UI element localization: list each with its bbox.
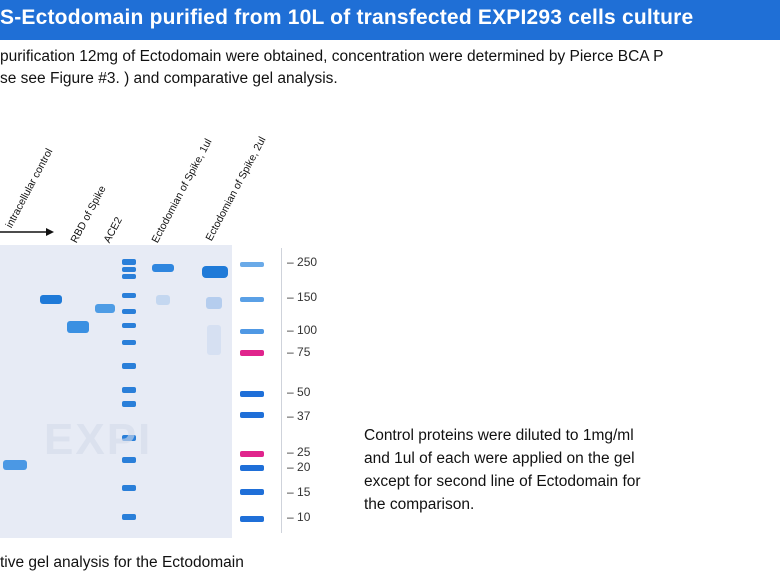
lane-label-intracellular-control: intracellular control <box>3 146 56 230</box>
intro-paragraph: purification 12mg of Ectodomain were obt… <box>0 46 780 90</box>
intro-line-1: purification 12mg of Ectodomain were obt… <box>0 48 664 65</box>
intro-line-2: se see Figure #3. ) and comparative gel … <box>0 70 338 87</box>
arrow-icon <box>0 228 54 236</box>
note-line-2: and 1ul of each were applied on the gel <box>364 450 635 467</box>
slide-title: S-Ectodomain purified from 10L of transf… <box>0 6 694 29</box>
lane-label-ectodomain-2ul: Ectodomian of Spike, 2ul <box>203 134 269 243</box>
mw-label-150: – 150 <box>287 290 318 304</box>
marker-scale-line <box>281 248 282 533</box>
control-note: Control proteins were diluted to 1mg/ml … <box>364 424 641 516</box>
mw-label-50: – 50 <box>287 385 311 399</box>
figure-caption: tive gel analysis for the Ectodomain <box>0 554 244 571</box>
mw-label-25: – 25 <box>287 445 311 459</box>
mw-label-37: – 37 <box>287 409 311 423</box>
mw-label-10: – 10 <box>287 510 311 524</box>
reference-ladder <box>236 245 280 538</box>
mw-label-250: – 250 <box>287 255 318 269</box>
note-line-4: the comparison. <box>364 496 475 513</box>
title-bar: S-Ectodomain purified from 10L of transf… <box>0 0 780 40</box>
note-line-1: Control proteins were diluted to 1mg/ml <box>364 427 634 444</box>
mw-label-75: – 75 <box>287 345 311 359</box>
mw-label-20: – 20 <box>287 460 311 474</box>
gel-watermark: EXPI <box>44 415 153 464</box>
lane-label-ace2: ACE2 <box>101 215 125 245</box>
gel-image: EXPI <box>0 245 232 538</box>
lane-label-ectodomain-1ul: Ectodomian of Spike, 1ul <box>149 136 215 245</box>
mw-label-100: – 100 <box>287 323 318 337</box>
note-line-3: except for second line of Ectodomain for <box>364 473 641 490</box>
mw-label-15: – 15 <box>287 485 311 499</box>
